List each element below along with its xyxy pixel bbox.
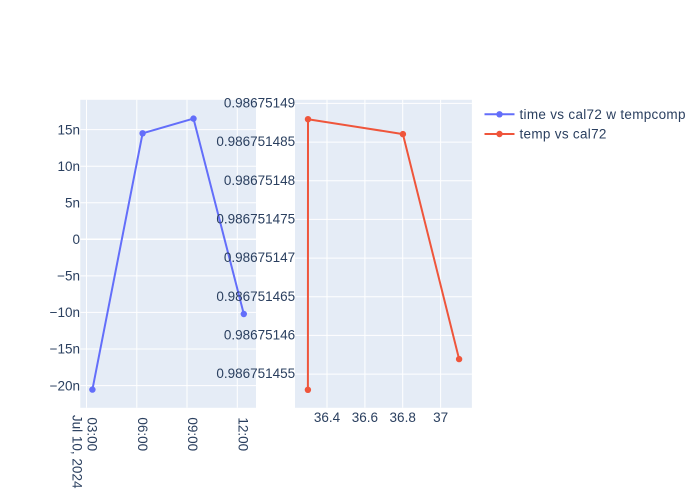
svg-text:−10n: −10n bbox=[50, 305, 80, 320]
svg-text:0.986751485: 0.986751485 bbox=[216, 134, 295, 149]
svg-text:−5n: −5n bbox=[57, 269, 80, 284]
svg-text:−20n: −20n bbox=[50, 378, 80, 393]
svg-text:time vs cal72 w tempcomp: time vs cal72 w tempcomp bbox=[520, 107, 686, 122]
svg-text:0.98675146: 0.98675146 bbox=[224, 328, 295, 343]
svg-text:0: 0 bbox=[72, 232, 80, 247]
svg-text:10n: 10n bbox=[57, 159, 80, 174]
svg-text:0.986751465: 0.986751465 bbox=[216, 289, 295, 304]
svg-text:12:00: 12:00 bbox=[235, 417, 250, 451]
svg-text:15n: 15n bbox=[57, 122, 80, 137]
svg-text:36.6: 36.6 bbox=[352, 410, 378, 425]
svg-text:37: 37 bbox=[433, 410, 448, 425]
svg-text:Jul 10, 2024: Jul 10, 2024 bbox=[69, 415, 84, 489]
svg-text:0.98675147: 0.98675147 bbox=[224, 250, 295, 265]
svg-text:5n: 5n bbox=[65, 195, 80, 210]
svg-text:0.98675149: 0.98675149 bbox=[224, 96, 295, 111]
svg-text:0.986751455: 0.986751455 bbox=[216, 366, 295, 381]
svg-text:09:00: 09:00 bbox=[185, 417, 200, 451]
svg-text:0.98675148: 0.98675148 bbox=[224, 173, 295, 188]
svg-text:36.4: 36.4 bbox=[314, 410, 341, 425]
svg-text:0.986751475: 0.986751475 bbox=[216, 212, 295, 227]
svg-text:temp vs cal72: temp vs cal72 bbox=[520, 127, 607, 142]
svg-text:−15n: −15n bbox=[50, 342, 80, 357]
svg-text:06:00: 06:00 bbox=[135, 417, 150, 451]
svg-text:03:00: 03:00 bbox=[85, 417, 100, 451]
svg-text:36.8: 36.8 bbox=[390, 410, 416, 425]
